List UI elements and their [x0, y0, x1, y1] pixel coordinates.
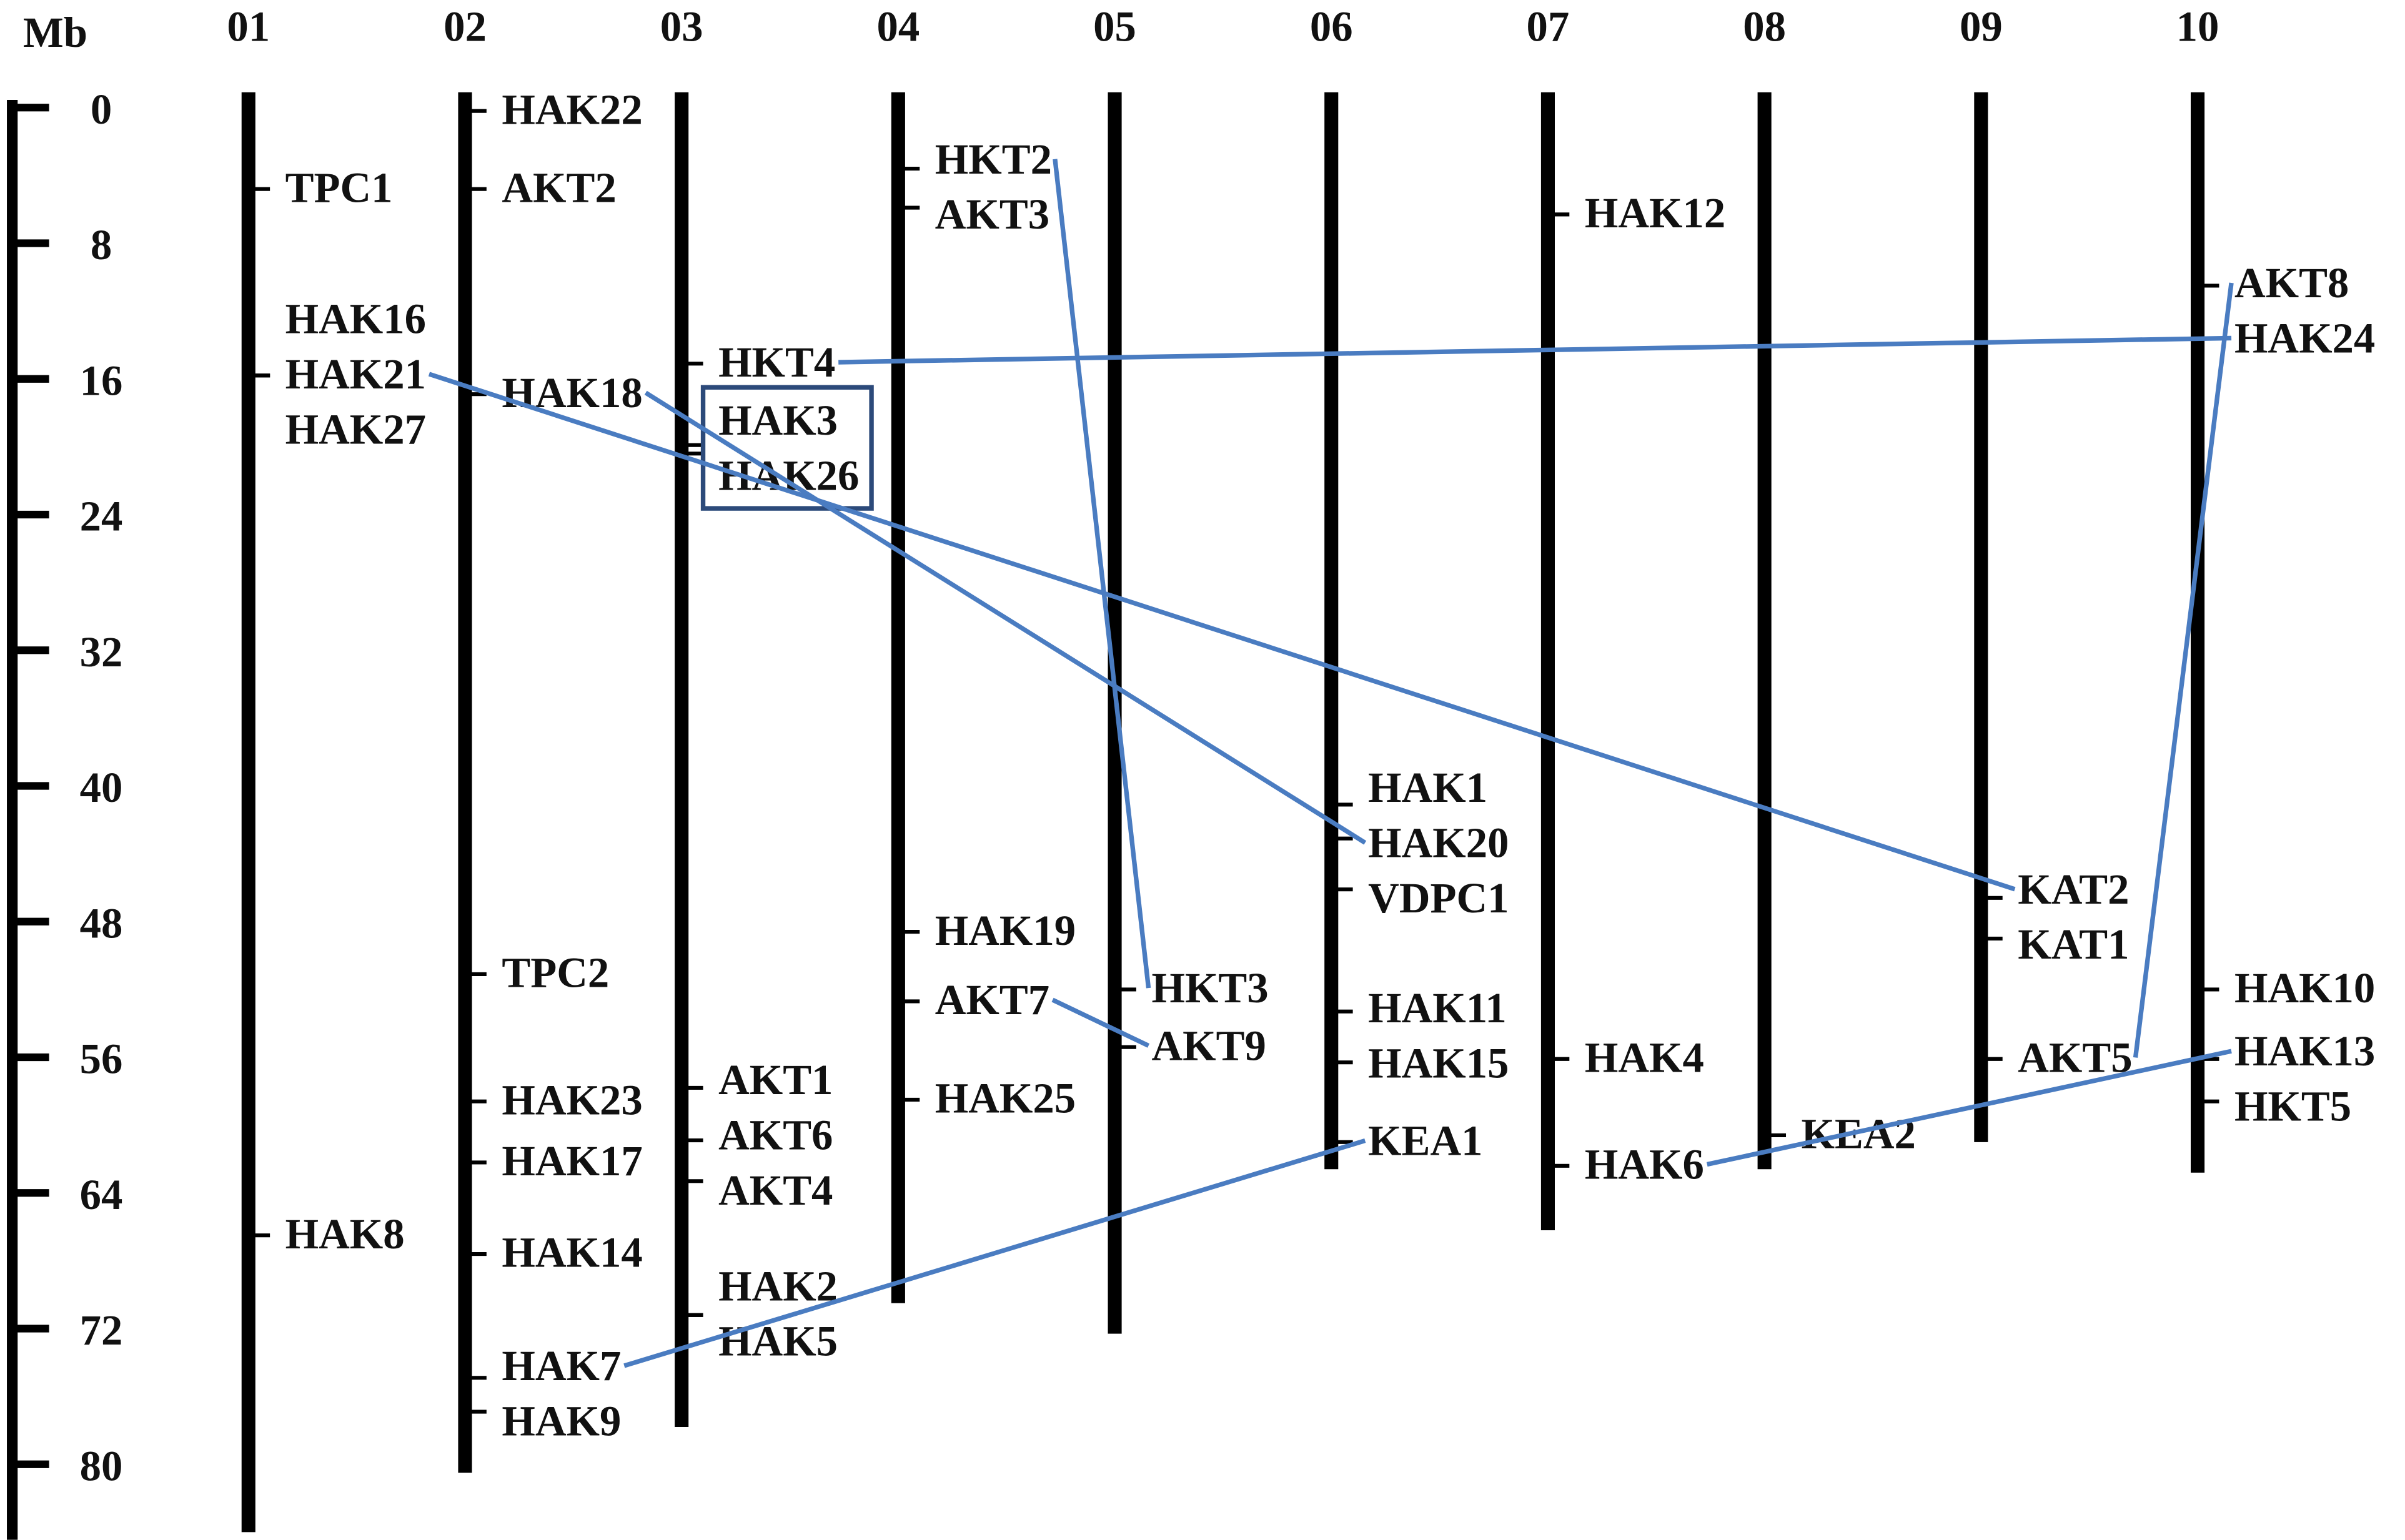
gene-label: HAK5	[718, 1318, 838, 1365]
gene-label: AKT4	[718, 1167, 833, 1214]
gene-label: HAK1	[1368, 764, 1487, 811]
gene-label: HAK13	[2234, 1027, 2375, 1075]
gene-label: AKT6	[718, 1111, 833, 1158]
gene-label: HKT2	[935, 136, 1052, 183]
gene-label: KEA1	[1368, 1117, 1482, 1165]
chromosome-label: 02	[444, 2, 487, 50]
gene-label: HAK24	[2234, 314, 2375, 362]
chromosome-label: 10	[2176, 2, 2219, 50]
scale-unit: Mb	[23, 9, 87, 56]
gene-label: HAK11	[1368, 984, 1507, 1032]
gene-label: HAK8	[285, 1210, 405, 1258]
link-line	[2133, 282, 2234, 1058]
gene-label: AKT9	[1151, 1022, 1266, 1069]
chromosome-label: 08	[1743, 2, 1786, 50]
gene-label: HKT3	[1151, 964, 1268, 1012]
gene-label: HKT4	[718, 338, 835, 386]
gene-label: AKT3	[935, 190, 1049, 238]
gene-label: HAK23	[502, 1076, 642, 1123]
gene-label: KAT1	[2018, 921, 2129, 968]
chromosome-label: 01	[227, 2, 270, 50]
gene-label: VDPC1	[1368, 874, 1509, 922]
gene-label: HAK2	[718, 1262, 838, 1310]
highlight-box	[700, 385, 874, 511]
chromosome-label: 07	[1527, 2, 1570, 50]
scale-tick-label: 48	[80, 899, 123, 947]
scale-tick-label: 80	[80, 1442, 123, 1489]
gene-label: HAK19	[935, 907, 1076, 954]
scale-tick-label: 24	[80, 493, 123, 540]
gene-label: TPC1	[285, 164, 393, 211]
gene-label: KAT2	[2018, 866, 2129, 913]
gene-label: AKT2	[502, 164, 616, 211]
link-line	[428, 372, 2016, 892]
scale-tick-label: 56	[80, 1035, 123, 1083]
scale-tick-label: 8	[91, 221, 112, 269]
gene-label: HAK3	[718, 397, 838, 444]
scale-tick-label: 16	[80, 357, 123, 404]
chromosome-label: 09	[1960, 2, 2003, 50]
gene-label: HAK18	[502, 369, 642, 417]
gene-label: AKT8	[2234, 259, 2349, 307]
link-line	[644, 390, 1367, 845]
scale-tick-label: 40	[80, 764, 123, 811]
gene-label: HAK14	[502, 1229, 642, 1276]
gene-label: HAK6	[1585, 1141, 1704, 1188]
gene-label: HAK20	[1368, 819, 1509, 866]
gene-label: HKT5	[2234, 1083, 2351, 1130]
gene-label: HAK4	[1585, 1034, 1704, 1081]
gene-label: HAK7	[502, 1342, 621, 1389]
link-line	[1053, 159, 1151, 989]
link-line	[623, 1138, 1366, 1368]
gene-label: HAK16	[285, 295, 426, 343]
chromosome-label: 04	[876, 2, 920, 50]
chromosome-label: 06	[1310, 2, 1353, 50]
gene-label: AKT5	[2018, 1034, 2132, 1081]
link-line	[1051, 997, 1150, 1048]
gene-label: HAK12	[1585, 189, 1725, 237]
gene-label: HAK15	[1368, 1039, 1509, 1087]
gene-label: HAK17	[502, 1137, 642, 1185]
scale-tick-label: 0	[91, 86, 112, 133]
chromosome-label: 03	[660, 2, 703, 50]
gene-label: HAK22	[502, 86, 642, 133]
gene-label: HAK27	[285, 405, 426, 453]
gene-label: HAK25	[935, 1075, 1076, 1122]
chromosome-label: 05	[1093, 2, 1136, 50]
gene-label: HAK21	[285, 350, 426, 398]
gene-label: AKT7	[935, 976, 1049, 1024]
gene-label: HAK9	[502, 1397, 621, 1444]
link-line	[838, 335, 2232, 365]
scale-tick-label: 32	[80, 628, 123, 676]
gene-label: TPC2	[502, 949, 609, 997]
scale-tick-label: 72	[80, 1306, 123, 1354]
scale-tick-label: 64	[80, 1171, 123, 1218]
link-line	[1706, 1049, 2232, 1167]
gene-label: HAK10	[2234, 964, 2375, 1012]
gene-label: AKT1	[718, 1056, 833, 1103]
